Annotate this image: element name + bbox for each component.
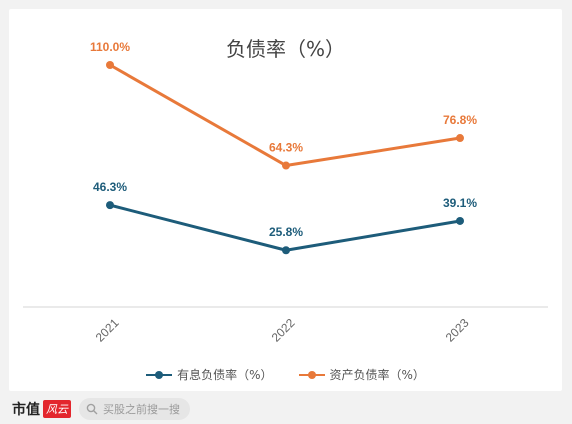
legend-label-interest-debt: 有息负债率（%）: [177, 368, 273, 382]
x-tick-label: 2022: [269, 316, 298, 345]
data-point: [456, 216, 464, 225]
data-point: [282, 161, 290, 170]
search-icon: [86, 403, 98, 415]
brand-logo-mark: 风云: [43, 400, 71, 418]
legend-label-asset-debt: 资产负债率（%）: [329, 368, 425, 382]
data-label: 39.1%: [443, 196, 477, 210]
data-point: [456, 134, 464, 143]
brand-name: 市值: [12, 402, 40, 418]
x-tick-label: 2021: [93, 316, 122, 345]
data-label: 46.3%: [93, 180, 127, 194]
data-point: [106, 61, 114, 69]
line-chart: 2021 2022 2023 46.3% 25.8% 39.1% 110.0% 64.3% 76…: [23, 40, 548, 345]
legend-swatch-asset-debt: [298, 370, 325, 380]
data-label: 25.8%: [269, 225, 303, 239]
x-tick-label: 2023: [443, 316, 472, 345]
data-point: [282, 246, 290, 255]
footer-bar: 市值 风云 买股之前搜一搜: [0, 394, 572, 424]
chart-title: 负债率（%）: [225, 37, 345, 61]
search-box[interactable]: 买股之前搜一搜: [79, 398, 190, 420]
legend-swatch-interest-debt: [146, 370, 173, 380]
legend: 有息负债率（%） 资产负债率（%）: [9, 366, 562, 383]
data-label: 76.8%: [443, 113, 477, 127]
legend-item-asset-debt[interactable]: 资产负债率（%）: [298, 366, 425, 383]
search-placeholder: 买股之前搜一搜: [103, 403, 180, 416]
legend-item-interest-debt[interactable]: 有息负债率（%）: [146, 366, 273, 383]
data-label: 64.3%: [269, 141, 303, 155]
data-point: [106, 201, 114, 210]
brand-logo[interactable]: 市值 风云: [12, 399, 71, 419]
chart-card: 负债率（%） 2021 2022 2023 46.3% 25.8% 39.1% 110.0%…: [9, 9, 562, 391]
data-label: 110.0%: [90, 40, 130, 54]
